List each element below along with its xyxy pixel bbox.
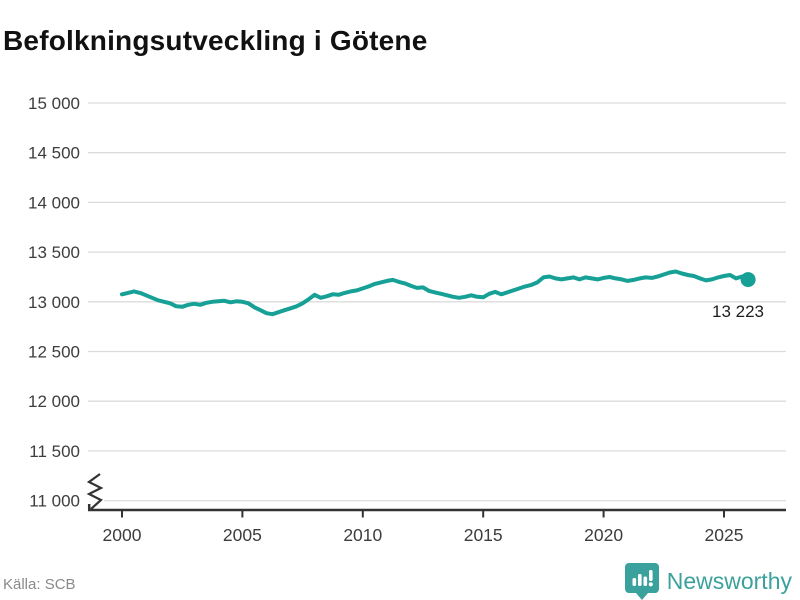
y-tick-label: 12 500 <box>28 343 80 362</box>
x-axis-tick-labels: 2000 2005 2010 2015 2020 2025 <box>103 525 744 545</box>
bar-chart-speech-bubble-icon <box>624 563 659 600</box>
y-tick-label: 11 500 <box>29 442 80 461</box>
x-tick-label: 2020 <box>584 525 623 545</box>
y-tick-label: 14 000 <box>28 193 80 212</box>
latest-value-dot <box>740 272 756 288</box>
x-tick-label: 2010 <box>343 525 382 545</box>
newsworthy-logo: Newsworthy <box>624 562 792 600</box>
axis-break-squiggle-icon <box>86 473 104 510</box>
source-note: Källa: SCB <box>3 576 76 593</box>
y-axis-tick-labels: 11 000 11 500 12 000 12 500 13 000 13 500 14 0… <box>28 94 80 511</box>
x-tick-label: 2000 <box>103 525 142 545</box>
y-tick-label: 11 000 <box>29 492 80 511</box>
x-tick-label: 2015 <box>464 525 503 545</box>
last-value-label: 13 223 <box>712 302 764 321</box>
y-tick-label: 12 000 <box>28 392 80 411</box>
y-tick-label: 15 000 <box>28 94 80 113</box>
newsworthy-wordmark: Newsworthy <box>666 567 792 594</box>
gridlines <box>88 102 786 502</box>
population-series-line <box>120 269 751 317</box>
y-tick-label: 14 500 <box>28 144 80 163</box>
y-tick-label: 13 500 <box>28 243 80 262</box>
population-line-chart: 11 000 11 500 12 000 12 500 13 000 13 500 14 0… <box>28 94 786 545</box>
y-tick-label: 13 000 <box>28 293 80 312</box>
chart-title: Befolkningsutveckling i Götene <box>3 24 428 56</box>
x-tick-label: 2005 <box>223 525 262 545</box>
x-tick-label: 2025 <box>705 525 744 545</box>
